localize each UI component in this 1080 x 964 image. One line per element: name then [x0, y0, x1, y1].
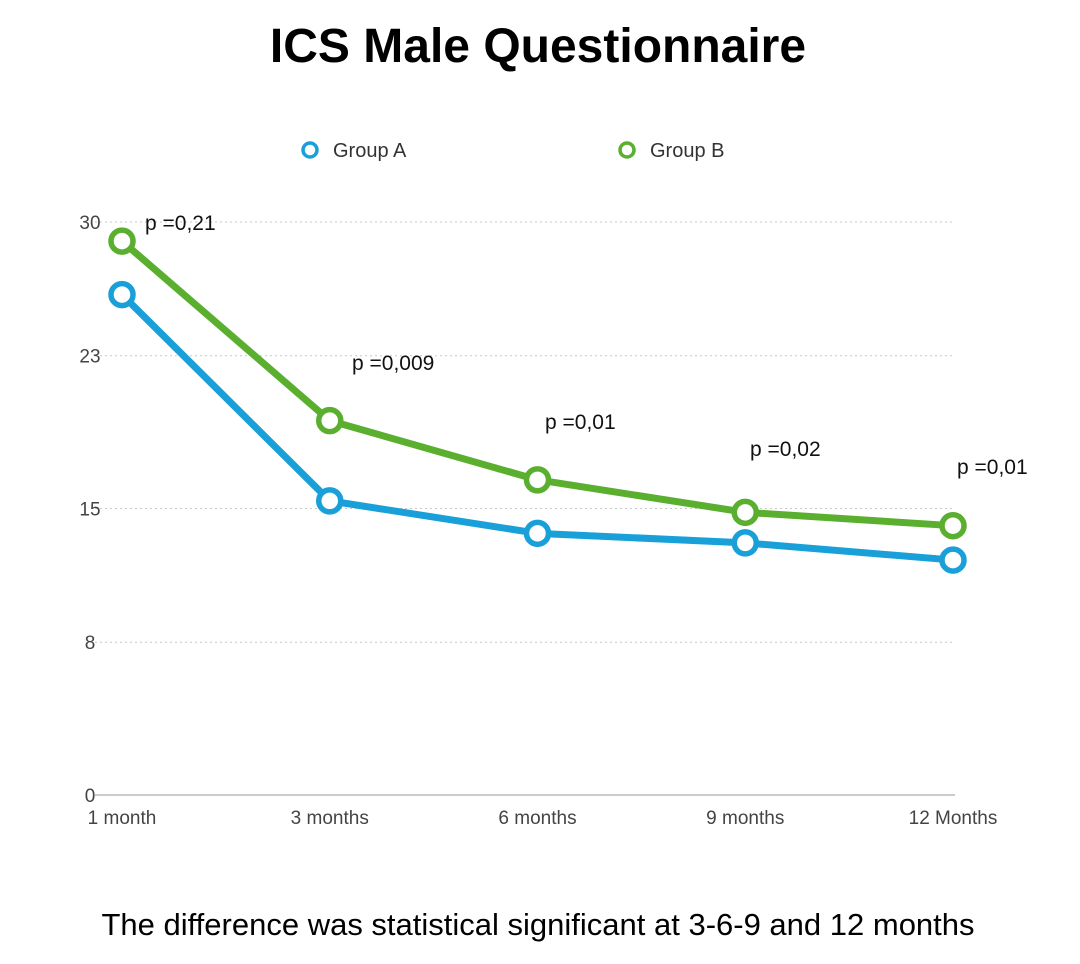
- p-value-annotation: p =0,02: [750, 438, 821, 461]
- x-tick-label: 12 Months: [909, 808, 998, 829]
- data-point: [939, 511, 967, 540]
- x-tick-label: 6 months: [498, 808, 576, 829]
- chart-title: ICS Male Questionnaire: [270, 20, 806, 73]
- annotations: p =0,21 p =0,009 p =0,01 p =0,02 p =0,01: [145, 212, 1028, 479]
- p-value-annotation: p =0,21: [145, 212, 216, 235]
- chart-caption: The difference was statistical significa…: [101, 907, 974, 942]
- data-point: [316, 406, 344, 435]
- p-value-annotation: p =0,01: [957, 456, 1028, 479]
- data-point: [731, 529, 759, 557]
- data-point: [108, 280, 136, 309]
- p-value-annotation: p =0,01: [545, 411, 616, 434]
- y-axis-ticks: 0 8 15 23 30: [79, 213, 100, 807]
- x-tick-label: 9 months: [706, 808, 784, 829]
- legend-label: Group A: [333, 140, 407, 162]
- y-tick-label: 8: [85, 633, 96, 654]
- data-point: [939, 546, 967, 574]
- y-tick-label: 30: [79, 213, 100, 234]
- legend-label: Group B: [650, 140, 724, 162]
- p-value-annotation: p =0,009: [352, 352, 434, 375]
- data-point: [731, 498, 759, 527]
- data-point: [523, 519, 552, 548]
- x-tick-label: 1 month: [88, 808, 157, 829]
- y-tick-label: 0: [85, 786, 96, 807]
- legend-marker: [301, 141, 319, 159]
- y-tick-label: 23: [79, 347, 100, 368]
- legend-marker: [618, 141, 636, 159]
- legend: Group A Group B: [301, 140, 724, 162]
- x-tick-label: 3 months: [291, 808, 369, 829]
- x-axis-ticks: 1 month 3 months 6 months 9 months 12 Months: [88, 808, 998, 829]
- series-points: [108, 227, 967, 574]
- grid: [95, 221, 955, 796]
- y-tick-label: 15: [79, 500, 100, 521]
- data-point: [316, 487, 344, 515]
- series-lines: [118, 237, 957, 564]
- data-point: [523, 466, 552, 494]
- data-point: [108, 227, 136, 255]
